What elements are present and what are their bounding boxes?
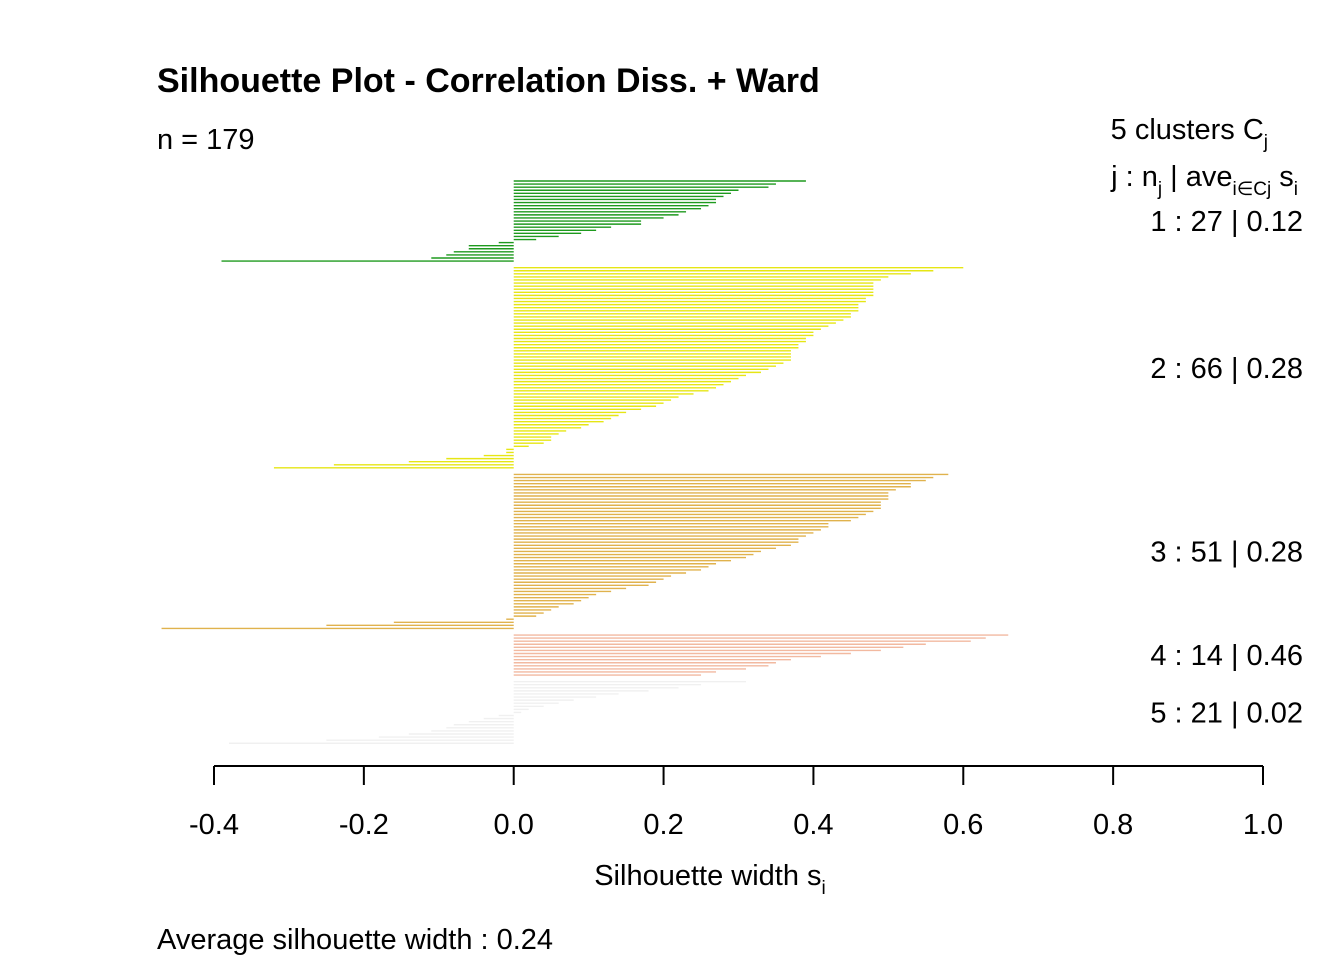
- legend-clusters-header: 5 clusters Cj: [1111, 114, 1268, 153]
- silhouette-bars: [161, 180, 1009, 744]
- cluster-label-5: 5 : 21 | 0.02: [1150, 697, 1303, 729]
- x-tick-label: 0.6: [943, 809, 983, 841]
- cluster-label-1: 1 : 27 | 0.12: [1150, 206, 1303, 238]
- cluster-summary-labels: 1 : 27 | 0.12 2 : 66 | 0.28 3 : 51 | 0.28 4…: [1150, 206, 1303, 729]
- x-tick-label: 1.0: [1243, 809, 1283, 841]
- legend-column-header: j : nj | avei∈Cj si: [1110, 161, 1298, 200]
- chart-title: Silhouette Plot - Correlation Diss. + Wa…: [157, 62, 820, 100]
- cluster-label-3: 3 : 51 | 0.28: [1150, 536, 1303, 568]
- x-tick-label: 0.2: [643, 809, 683, 841]
- cluster-label-2: 2 : 66 | 0.28: [1150, 353, 1303, 385]
- x-axis-label: Silhouette width si: [594, 860, 826, 899]
- cluster-label-4: 4 : 14 | 0.46: [1150, 640, 1303, 672]
- x-axis: -0.4 -0.2 0.0 0.2 0.4 0.6 0.8 1.0: [189, 765, 1283, 841]
- x-tick-label: 0.8: [1093, 809, 1133, 841]
- x-tick-label: 0.4: [793, 809, 833, 841]
- average-silhouette-footer: Average silhouette width : 0.24: [157, 924, 553, 956]
- x-tick-label: 0.0: [494, 809, 534, 841]
- sample-size-label: n = 179: [157, 124, 255, 156]
- x-tick-label: -0.4: [189, 809, 239, 841]
- x-tick-label: -0.2: [339, 809, 389, 841]
